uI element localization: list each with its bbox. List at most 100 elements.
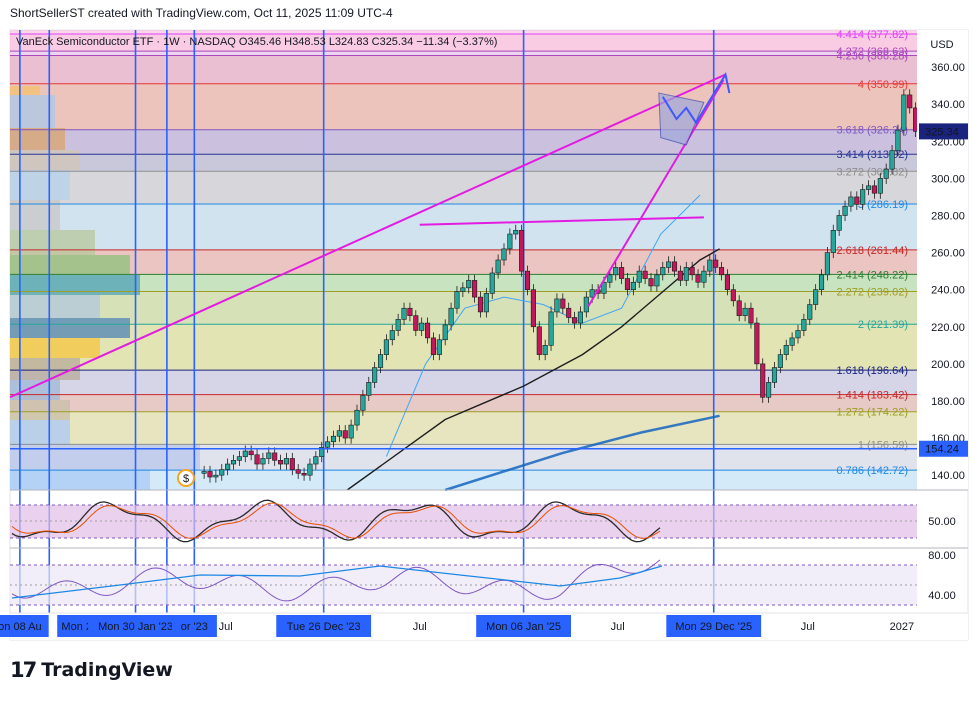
candle-body <box>572 317 578 324</box>
time-tick-label: Jul <box>413 621 427 633</box>
rsi-average-line <box>11 565 663 599</box>
time-tick-label: Mon 29 Dec '25 <box>675 621 752 633</box>
time-label-highlight <box>276 615 372 637</box>
candle-body <box>824 252 830 276</box>
candle-body <box>272 452 278 461</box>
volume-profile-bar <box>10 470 150 490</box>
candle-body <box>701 270 707 283</box>
candle-body <box>671 261 678 272</box>
candle-body <box>336 430 342 437</box>
candle-body <box>566 307 572 318</box>
price-tick-label: 280.00 <box>931 210 965 222</box>
candle-body <box>454 291 460 309</box>
time-tick-label: Jul <box>611 621 625 633</box>
candle-body <box>560 298 566 309</box>
time-tick-label: Mon 06 Jan '25 <box>486 621 561 633</box>
candle-body <box>601 281 607 294</box>
candle-body <box>230 460 237 465</box>
price-tick-label: 240.00 <box>931 285 965 297</box>
tradingview-logo[interactable]: 17 TradingView <box>10 658 173 682</box>
candle-body <box>648 278 654 287</box>
candle-body <box>660 267 666 276</box>
volume-profile-bar <box>10 420 70 445</box>
candles <box>201 89 919 483</box>
candle-body <box>219 469 225 476</box>
fib-band <box>10 154 917 172</box>
fib-label: 4 (350.99) <box>858 79 908 91</box>
candle-body <box>319 447 325 457</box>
candle-body <box>736 300 742 316</box>
time-label-highlight <box>0 615 49 637</box>
candle-body <box>636 270 642 283</box>
rsi-tick-label-high: 80.00 <box>928 550 956 562</box>
candle-body <box>283 458 289 465</box>
candle-body <box>907 94 913 109</box>
candle-body <box>719 267 725 276</box>
candle-body <box>707 259 713 272</box>
fib-label: 0.786 (142.72) <box>836 465 908 477</box>
stochastic-signal-line <box>11 502 661 539</box>
time-tick-label: Jul <box>219 621 233 633</box>
candle-body <box>366 382 372 396</box>
candle-body <box>413 315 419 331</box>
candle-body <box>742 307 748 316</box>
last-price-tag <box>919 123 968 140</box>
candle-body <box>607 274 613 283</box>
fib-band <box>10 324 917 371</box>
candle-body <box>524 270 531 290</box>
candle-body <box>483 293 489 313</box>
candle-body <box>730 289 736 302</box>
candle-body <box>818 274 825 290</box>
fib-label: 3.272 (303.82) <box>836 166 908 178</box>
candle-body <box>795 330 801 339</box>
candle-body <box>777 354 783 368</box>
reference-price-label: 154.24 <box>925 444 959 456</box>
volume-profile-bar <box>10 95 55 128</box>
candle-body <box>242 450 248 457</box>
candle-body <box>801 319 807 331</box>
candle-body <box>713 259 719 268</box>
fib-band <box>10 55 917 84</box>
candle-body <box>472 280 478 298</box>
candle-body <box>583 296 589 313</box>
volume-profile-bar <box>10 150 80 170</box>
fib-label: 3.414 (313.02) <box>836 149 908 161</box>
candle-body <box>266 452 272 459</box>
fib-band <box>10 83 917 130</box>
symbol-info: VanEck Semiconductor ETF · 1W · NASDAQ O… <box>16 36 497 48</box>
candle-body <box>507 233 513 250</box>
candle-body <box>577 311 583 324</box>
price-tick-label: 200.00 <box>931 359 965 371</box>
candle-body <box>466 280 472 289</box>
candle-body <box>630 281 636 290</box>
candle-body <box>307 463 313 476</box>
projection-box <box>658 92 705 146</box>
fib-label: 4.414 (377.82) <box>836 29 908 41</box>
candle-body <box>501 248 507 261</box>
volume-profile-bar <box>10 318 130 338</box>
time-label-highlight <box>171 615 217 637</box>
fib-label: 2 (221.39) <box>858 319 908 331</box>
candle-body <box>389 330 395 341</box>
candle-body <box>254 454 260 465</box>
fib-band <box>10 51 917 56</box>
candle-body <box>295 469 301 474</box>
candle-body <box>895 129 901 151</box>
candle-body <box>666 261 672 268</box>
time-tick-label: on 08 Au <box>0 621 42 633</box>
candle-body <box>519 230 525 272</box>
stochastic-line <box>11 499 661 543</box>
candle-body <box>401 307 407 320</box>
candle-body <box>377 354 384 368</box>
fib-band <box>10 249 917 275</box>
candle-body <box>436 339 442 355</box>
candle-body <box>766 382 772 398</box>
tradingview-logo-icon: 17 <box>10 658 37 682</box>
candle-body <box>854 196 860 205</box>
volume-profile-bar <box>10 86 40 95</box>
volume-profile-bar <box>10 128 65 150</box>
candle-body <box>278 460 284 465</box>
candle-body <box>407 307 413 316</box>
fib-band <box>10 411 917 445</box>
